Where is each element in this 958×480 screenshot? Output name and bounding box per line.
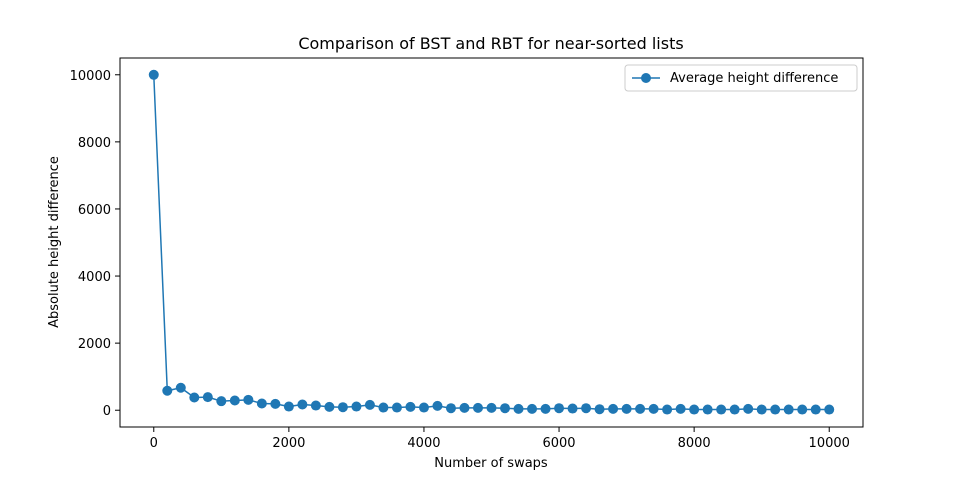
- data-point: [675, 403, 686, 414]
- y-tick-label: 0: [103, 404, 111, 419]
- data-point: [594, 404, 605, 415]
- data-point: [729, 404, 740, 415]
- data-point: [824, 404, 835, 415]
- data-point: [256, 398, 267, 409]
- data-point: [445, 403, 456, 414]
- x-tick-label: 4000: [407, 436, 440, 451]
- y-axis-title: Absolute height difference: [47, 156, 62, 328]
- data-point: [297, 399, 308, 410]
- x-tick-label: 10000: [809, 436, 850, 451]
- data-point: [513, 403, 524, 414]
- data-point: [486, 402, 497, 413]
- legend-marker-swatch: [641, 73, 651, 83]
- data-point: [635, 403, 646, 414]
- data-point: [391, 402, 402, 413]
- data-point: [270, 398, 281, 409]
- x-tick-label: 6000: [542, 436, 575, 451]
- data-point: [337, 402, 348, 413]
- data-point: [797, 404, 808, 415]
- data-point: [756, 404, 767, 415]
- data-point: [175, 382, 186, 393]
- chart-title: Comparison of BST and RBT for near-sorte…: [298, 34, 683, 53]
- data-point: [716, 404, 727, 415]
- data-point: [283, 401, 294, 412]
- data-point: [459, 402, 470, 413]
- data-point: [527, 403, 538, 414]
- data-point: [648, 403, 659, 414]
- data-point: [743, 403, 754, 414]
- legend-box: [624, 64, 858, 92]
- data-point: [567, 403, 578, 414]
- data-point: [608, 403, 619, 414]
- data-point: [662, 404, 673, 415]
- data-point: [310, 400, 321, 411]
- data-point: [202, 392, 213, 403]
- data-point: [378, 402, 389, 413]
- data-point: [162, 385, 173, 396]
- y-tick-label: 10000: [70, 69, 111, 84]
- data-point: [472, 402, 483, 413]
- data-point: [351, 401, 362, 412]
- x-tick-label: 8000: [678, 436, 711, 451]
- data-point: [324, 401, 335, 412]
- data-point: [581, 403, 592, 414]
- legend: Average height difference: [624, 64, 858, 92]
- legend-label: Average height difference: [670, 71, 838, 86]
- y-axis: 0 2000 4000 6000 8000 10000: [70, 69, 120, 419]
- data-point: [770, 404, 781, 415]
- data-point: [405, 401, 416, 412]
- data-point: [148, 69, 159, 80]
- y-tick-label: 2000: [78, 337, 111, 352]
- y-tick-label: 4000: [78, 270, 111, 285]
- data-point: [432, 400, 443, 411]
- series-layer: [148, 69, 835, 415]
- data-point: [689, 404, 700, 415]
- x-tick-label: 0: [150, 436, 158, 451]
- data-point: [418, 402, 429, 413]
- y-tick-label: 8000: [78, 136, 111, 151]
- data-point: [189, 392, 200, 403]
- data-point: [216, 396, 227, 407]
- data-point: [810, 404, 821, 415]
- x-tick-label: 2000: [272, 436, 305, 451]
- plot-area: [119, 57, 864, 428]
- data-point: [783, 404, 794, 415]
- data-point: [229, 395, 240, 406]
- y-tick-label: 6000: [78, 203, 111, 218]
- data-point: [540, 403, 551, 414]
- data-point: [621, 403, 632, 414]
- data-point: [554, 403, 565, 414]
- data-point: [364, 399, 375, 410]
- x-axis-title: Number of swaps: [434, 456, 548, 471]
- data-point: [702, 404, 713, 415]
- data-point: [500, 403, 511, 414]
- data-point: [243, 394, 254, 405]
- x-axis: 0 2000 4000 6000 8000 10000: [150, 427, 850, 451]
